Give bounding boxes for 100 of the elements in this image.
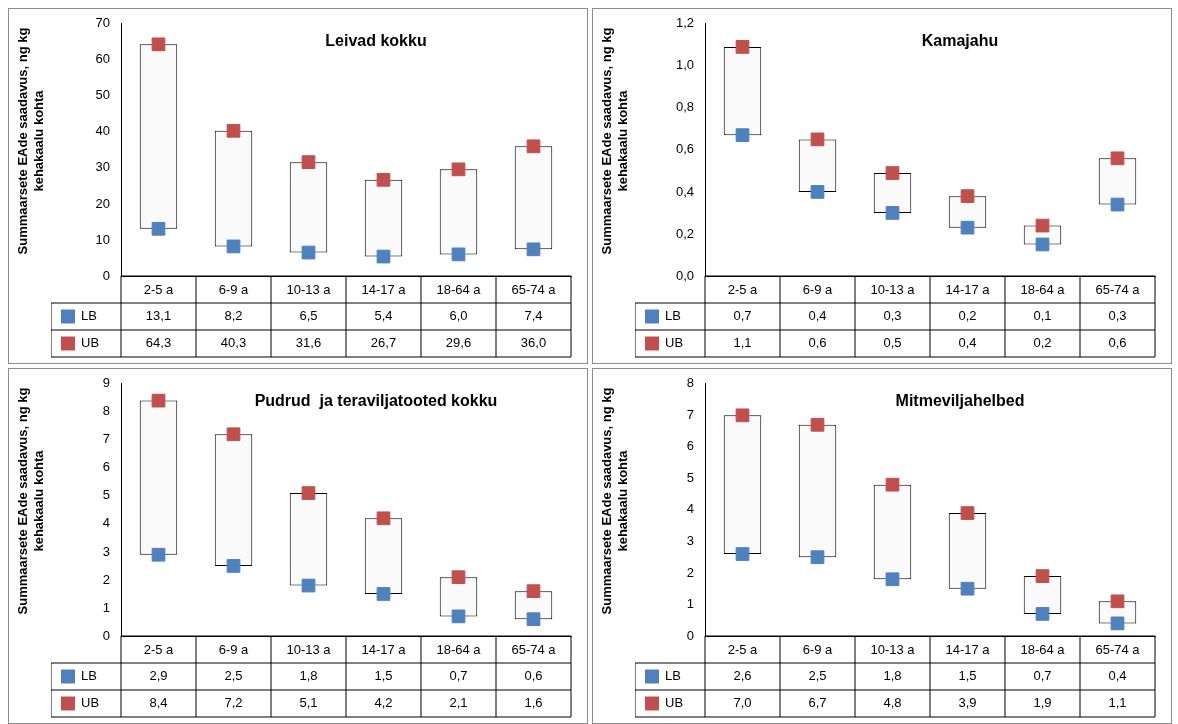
- point: [451, 247, 466, 262]
- data-label: 1,8: [883, 668, 902, 684]
- data-label: 3,9: [958, 695, 977, 711]
- y-tick-label: 7: [102, 431, 110, 447]
- point: [960, 189, 975, 203]
- data-label: 0,7: [733, 308, 752, 324]
- point: [451, 162, 466, 177]
- point: [810, 185, 825, 199]
- point: [301, 578, 316, 593]
- point: [151, 37, 166, 52]
- data-label: 1,1: [1108, 695, 1127, 711]
- data-label: 1,5: [374, 668, 393, 684]
- y-tick-label: 60: [95, 51, 110, 67]
- point: [301, 155, 316, 170]
- data-label: 2,5: [224, 668, 243, 684]
- legend-label: UB: [81, 335, 100, 351]
- y-tick-label: 50: [95, 87, 110, 103]
- point: [1035, 218, 1050, 233]
- data-label: 0,7: [449, 668, 468, 684]
- point: [885, 572, 900, 587]
- y-tick-label: 0,2: [675, 225, 694, 241]
- point: [735, 128, 750, 143]
- point: [735, 408, 750, 423]
- point: [151, 393, 166, 408]
- data-label: 29,6: [445, 335, 472, 351]
- x-tick-label: 6-9 a: [218, 642, 250, 658]
- y-axis-title: Summaarsete EAde saadavus, ng kg kehakaalu kohta: [15, 386, 47, 617]
- data-label: 6,7: [808, 695, 827, 711]
- data-label: 0,2: [1033, 335, 1052, 351]
- point: [1035, 569, 1050, 583]
- x-tick-label: 65-74 a: [511, 642, 557, 658]
- point: [960, 506, 975, 520]
- data-label: 2,6: [733, 668, 752, 684]
- data-label: 7,2: [224, 695, 243, 711]
- text: Kamajahu: [921, 32, 999, 50]
- x-tick-label: 10-13 a: [286, 282, 332, 298]
- point: [885, 166, 900, 180]
- y-tick-label: 0,4: [675, 183, 694, 199]
- x-tick-label: 6-9 a: [802, 642, 834, 658]
- data-label: 1,1: [733, 335, 752, 351]
- y-tick-label: 2: [102, 571, 110, 587]
- data-label: 36,0: [520, 335, 547, 351]
- data-label: 8,2: [224, 308, 243, 324]
- y-axis-title: Summaarsete EAde saadavus, ng kg kehakaalu kohta: [599, 386, 631, 617]
- data-label: 7,0: [733, 695, 752, 711]
- y-tick-label: 10: [95, 231, 110, 247]
- point: [151, 547, 166, 562]
- x-tick-label: 18-64 a: [1020, 282, 1066, 298]
- x-tick-label: 18-64 a: [436, 642, 482, 658]
- data-label: 0,3: [883, 308, 902, 324]
- point: [1110, 594, 1125, 609]
- x-tick-label: 14-17 a: [945, 282, 991, 298]
- y-tick-label: 0,6: [675, 141, 694, 157]
- x-tick-label: 6-9 a: [218, 282, 250, 298]
- data-label: 31,6: [295, 335, 322, 351]
- x-tick-label: 14-17 a: [945, 642, 991, 658]
- point: [1110, 616, 1125, 631]
- point: [376, 249, 391, 264]
- x-tick-label: 2-5 a: [143, 282, 175, 298]
- point: [526, 584, 541, 599]
- point: [226, 427, 241, 442]
- point: [226, 123, 241, 138]
- point: [1110, 197, 1125, 212]
- point: [451, 609, 466, 624]
- point: [885, 477, 900, 492]
- y-tick-label: 40: [95, 123, 110, 139]
- data-label: 0,5: [883, 335, 902, 351]
- data-label: 13,1: [145, 308, 172, 324]
- data-label: 40,3: [220, 335, 247, 351]
- point: [526, 139, 541, 154]
- data-label: 0,6: [1108, 335, 1127, 351]
- x-tick-label: 65-74 a: [511, 282, 557, 298]
- y-tick-label: 0: [102, 627, 110, 643]
- legend-label: LB: [665, 668, 681, 684]
- data-label: 64,3: [145, 335, 172, 351]
- point: [376, 511, 391, 526]
- legend-label: UB: [665, 695, 684, 711]
- data-label: 0,1: [1033, 308, 1052, 324]
- data-label: 4,2: [374, 695, 393, 711]
- text: Leivad kokku: [325, 32, 427, 50]
- data-label: 1,9: [1033, 695, 1052, 711]
- x-tick-label: 65-74 a: [1095, 282, 1141, 298]
- y-tick-label: 7: [686, 406, 694, 422]
- x-tick-label: 6-9 a: [802, 282, 834, 298]
- data-label: 26,7: [370, 335, 397, 351]
- data-label: 0,7: [1033, 668, 1052, 684]
- point: [526, 242, 541, 257]
- point: [451, 570, 466, 585]
- y-tick-label: 0: [102, 267, 110, 283]
- point: [376, 587, 391, 601]
- text: Pudrud ja teraviljatooted kokku: [254, 392, 498, 410]
- y-tick-label: 1: [102, 599, 110, 615]
- data-label: 5,4: [374, 308, 393, 324]
- data-label: 0,6: [524, 668, 543, 684]
- y-tick-label: 2: [686, 564, 694, 580]
- data-label: 8,4: [149, 695, 168, 711]
- point: [151, 221, 166, 236]
- x-tick-label: 14-17 a: [361, 282, 407, 298]
- x-tick-label: 2-5 a: [727, 282, 759, 298]
- y-tick-label: 1: [686, 596, 694, 612]
